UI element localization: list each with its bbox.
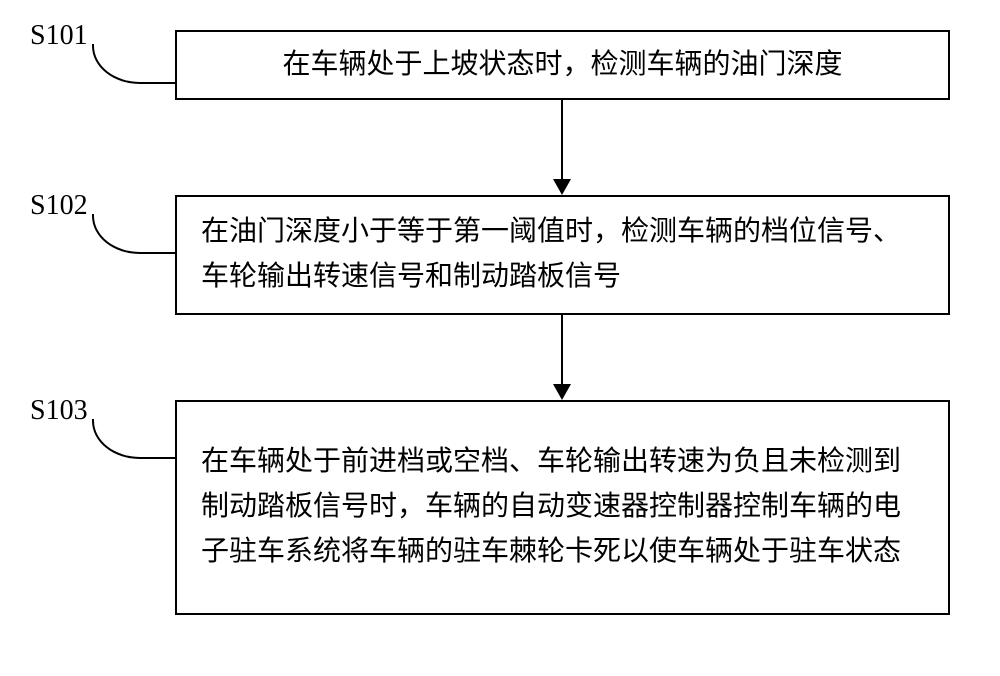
step-label-s101: S101 bbox=[30, 20, 88, 52]
arrow-line-1 bbox=[561, 100, 563, 179]
step-box-s101: 在车辆处于上坡状态时，检测车辆的油门深度 bbox=[175, 30, 950, 100]
step-label-s102: S102 bbox=[30, 190, 88, 222]
step-text-s101: 在车辆处于上坡状态时，检测车辆的油门深度 bbox=[282, 43, 842, 88]
label-connector-s101 bbox=[92, 44, 175, 84]
step-text-s102: 在油门深度小于等于第一阈值时，检测车辆的档位信号、车轮输出转速信号和制动踏板信号 bbox=[201, 210, 924, 300]
step-box-s102: 在油门深度小于等于第一阈值时，检测车辆的档位信号、车轮输出转速信号和制动踏板信号 bbox=[175, 195, 950, 315]
arrow-head-2 bbox=[553, 384, 571, 400]
step-label-s103: S103 bbox=[30, 395, 88, 427]
label-connector-s103 bbox=[92, 419, 175, 459]
label-connector-s102 bbox=[92, 214, 175, 254]
arrow-line-2 bbox=[561, 315, 563, 384]
step-text-s103: 在车辆处于前进档或空档、车轮输出转速为负且未检测到制动踏板信号时，车辆的自动变速… bbox=[201, 440, 924, 574]
arrow-head-1 bbox=[553, 179, 571, 195]
step-box-s103: 在车辆处于前进档或空档、车轮输出转速为负且未检测到制动踏板信号时，车辆的自动变速… bbox=[175, 400, 950, 615]
